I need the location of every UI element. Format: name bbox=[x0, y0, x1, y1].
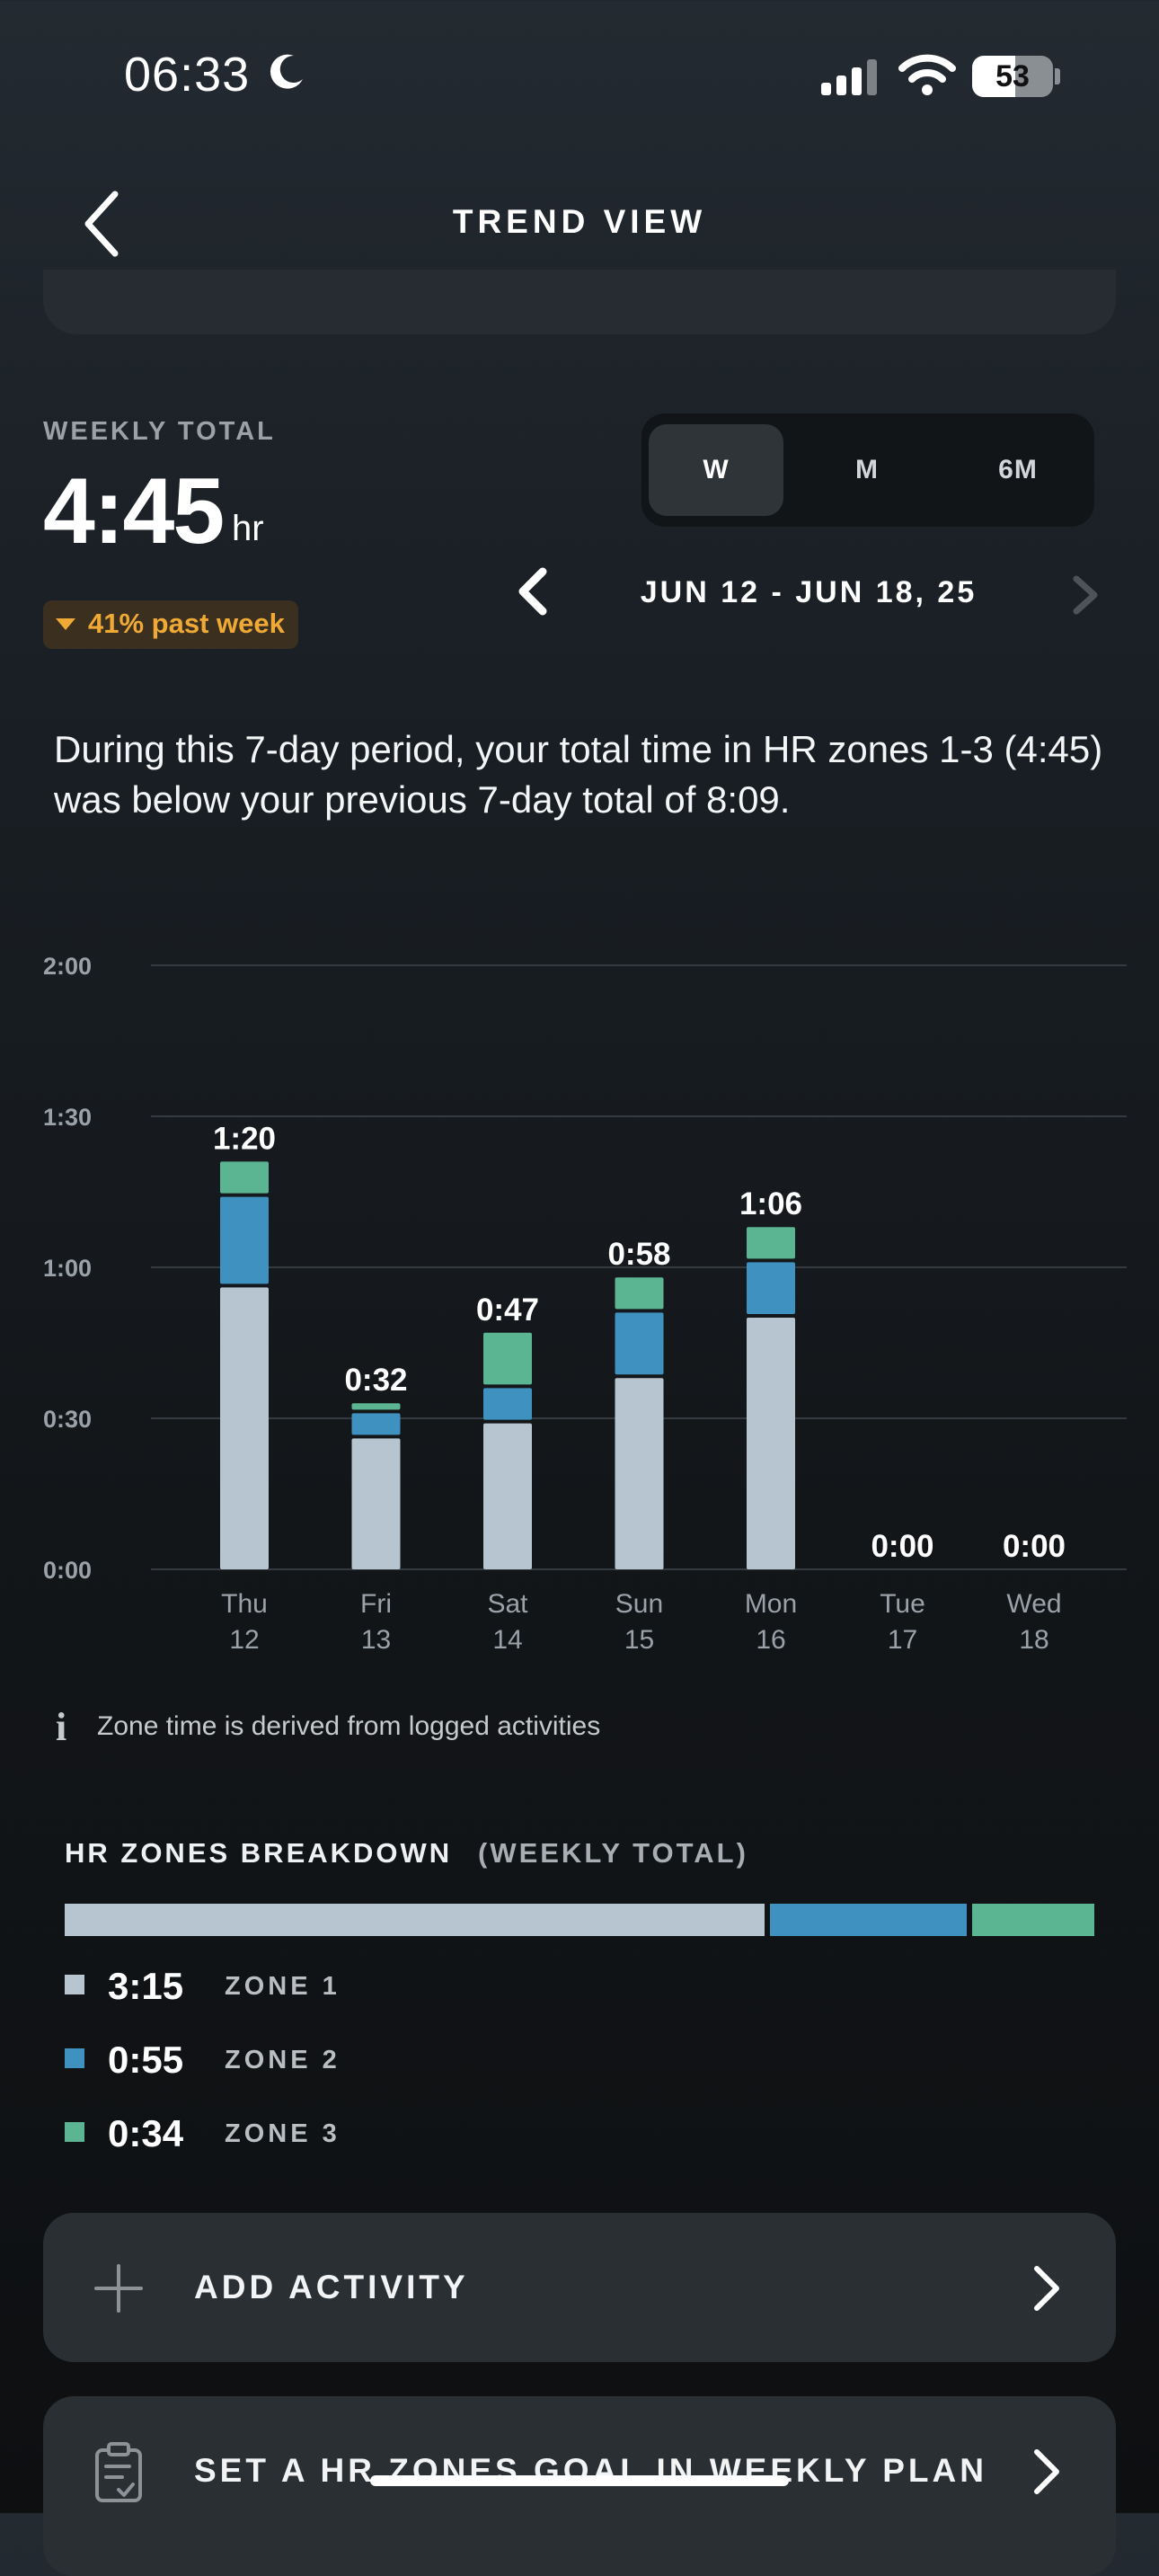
tab-six-months[interactable]: 6M bbox=[998, 455, 1038, 484]
wifi-icon bbox=[898, 54, 956, 95]
bar-segment-zone-2 bbox=[220, 1196, 269, 1284]
period-description: During this 7-day period, your total tim… bbox=[54, 728, 1103, 821]
date-range: JUN 12 - JUN 18, 25 bbox=[640, 575, 978, 609]
weekly-total-label: WEEKLY TOTAL bbox=[43, 417, 276, 446]
bar-segment-zone-2 bbox=[483, 1388, 532, 1420]
zone-2-swatch bbox=[65, 2048, 84, 2068]
chevron-right-icon bbox=[1034, 2266, 1059, 2311]
battery-level: 53 bbox=[995, 59, 1030, 93]
next-period-icon[interactable] bbox=[1069, 573, 1101, 617]
zone-bar-segment-1 bbox=[65, 1904, 765, 1936]
x-tick-date: 16 bbox=[756, 1625, 785, 1655]
home-indicator bbox=[370, 2475, 789, 2486]
down-triangle-icon bbox=[56, 618, 75, 630]
zone-2-value: 0:55 bbox=[108, 2039, 184, 2081]
bar-segment-zone-1 bbox=[615, 1378, 664, 1569]
zone-1-swatch bbox=[65, 1975, 84, 1994]
y-tick-label: 1:00 bbox=[43, 1255, 92, 1282]
chevron-right-icon-2 bbox=[1034, 2449, 1059, 2494]
bar-total-label: 0:32 bbox=[344, 1363, 407, 1398]
zone-bar-segment-3 bbox=[972, 1904, 1094, 1936]
bar-segment-zone-1 bbox=[483, 1423, 532, 1569]
x-tick-day: Wed bbox=[1006, 1589, 1061, 1619]
bar-segment-zone-3 bbox=[615, 1277, 664, 1310]
change-badge bbox=[43, 600, 298, 649]
page-title: TREND VIEW bbox=[452, 203, 707, 240]
x-tick-day: Sun bbox=[615, 1589, 663, 1619]
bar-segment-zone-2 bbox=[747, 1262, 795, 1314]
zone-3-swatch bbox=[65, 2122, 84, 2142]
back-chevron-icon[interactable] bbox=[79, 189, 122, 259]
add-activity-button[interactable] bbox=[43, 2213, 1116, 2362]
previous-period-icon[interactable] bbox=[514, 566, 553, 617]
zone-2-label: ZONE 2 bbox=[225, 2046, 341, 2074]
zone-3-value: 0:34 bbox=[108, 2112, 184, 2154]
info-icon: i bbox=[56, 1705, 67, 1749]
y-tick-label: 1:30 bbox=[43, 1104, 92, 1131]
bar-segment-zone-1 bbox=[351, 1438, 401, 1569]
moon-icon bbox=[270, 54, 303, 89]
x-tick-day: Mon bbox=[745, 1589, 797, 1619]
status-time: 06:33 bbox=[124, 48, 251, 102]
y-tick-label: 0:00 bbox=[43, 1557, 92, 1584]
zone-1-value: 3:15 bbox=[108, 1965, 184, 2007]
bar-total-label: 1:20 bbox=[213, 1121, 276, 1156]
header-card-edge bbox=[43, 270, 1116, 334]
bar-segment-zone-3 bbox=[483, 1332, 532, 1385]
bar-segment-zone-3 bbox=[747, 1227, 795, 1259]
zone-1-label: ZONE 1 bbox=[225, 1972, 341, 2001]
bar-total-label: 1:06 bbox=[739, 1186, 802, 1221]
x-tick-day: Thu bbox=[221, 1589, 268, 1619]
bar-segment-zone-3 bbox=[220, 1161, 269, 1194]
zones-breakdown-subtitle: (WEEKLY TOTAL) bbox=[478, 1837, 748, 1869]
bar-total-label: 0:00 bbox=[1003, 1529, 1066, 1564]
x-tick-date: 13 bbox=[361, 1625, 391, 1655]
bar-segment-zone-3 bbox=[351, 1403, 401, 1410]
bar-segment-zone-1 bbox=[747, 1318, 795, 1569]
x-tick-date: 14 bbox=[492, 1625, 522, 1655]
zone-3-label: ZONE 3 bbox=[225, 2119, 341, 2148]
bar-total-label: 0:00 bbox=[871, 1529, 933, 1564]
x-tick-date: 15 bbox=[624, 1625, 654, 1655]
add-activity-label: ADD ACTIVITY bbox=[194, 2269, 469, 2305]
tab-month[interactable]: M bbox=[855, 455, 879, 484]
battery-indicator: 53 bbox=[972, 56, 1053, 97]
bar-segment-zone-2 bbox=[615, 1312, 664, 1375]
x-tick-date: 17 bbox=[888, 1625, 917, 1655]
bar-total-label: 0:47 bbox=[476, 1292, 539, 1328]
change-badge-text: 41% past week bbox=[88, 608, 285, 639]
plus-icon bbox=[94, 2264, 143, 2313]
x-tick-day: Fri bbox=[360, 1589, 392, 1619]
weekly-total-value: 4:45 bbox=[43, 459, 225, 564]
x-tick-day: Sat bbox=[487, 1589, 528, 1619]
battery-tip bbox=[1055, 68, 1060, 84]
clipboard-check-icon bbox=[95, 2442, 142, 2502]
zone-bar-segment-2 bbox=[769, 1904, 968, 1936]
bar-segment-zone-1 bbox=[220, 1287, 269, 1569]
tab-week[interactable]: W bbox=[649, 424, 783, 516]
weekly-total-unit: hr bbox=[232, 509, 264, 548]
cellular-signal-icon bbox=[821, 59, 877, 95]
bar-total-label: 0:58 bbox=[607, 1237, 670, 1272]
x-tick-date: 18 bbox=[1019, 1625, 1048, 1655]
hr-zones-bar-chart: 0:00 0:30 1:00 1:30 2:00 1:20 Thu 12 0:32 Fri 13 0:… bbox=[43, 953, 1127, 1655]
y-tick-label: 0:30 bbox=[43, 1406, 92, 1433]
x-tick-day: Tue bbox=[880, 1589, 925, 1619]
info-text: Zone time is derived from logged activit… bbox=[97, 1711, 601, 1741]
bar-segment-zone-2 bbox=[351, 1413, 401, 1435]
x-tick-date: 12 bbox=[229, 1625, 259, 1655]
y-tick-label: 2:00 bbox=[43, 953, 92, 980]
zones-breakdown-title: HR ZONES BREAKDOWN bbox=[65, 1837, 453, 1869]
